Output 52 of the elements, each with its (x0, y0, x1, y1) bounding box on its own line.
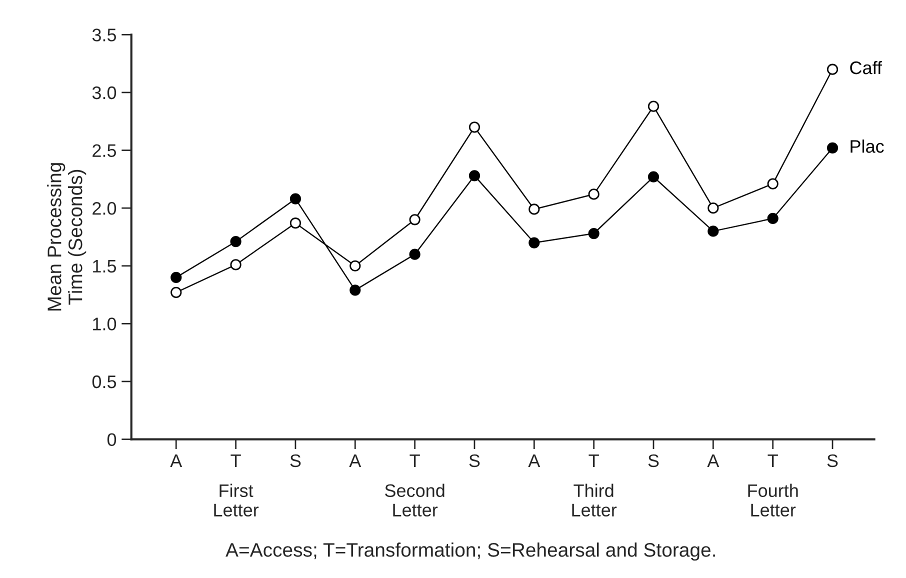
point (648, 100, 660, 112)
point (409, 248, 420, 260)
x-tick-label: S (290, 454, 301, 468)
point (826, 142, 838, 154)
y-tick-label: 3.5 (92, 28, 116, 42)
point (468, 122, 480, 133)
point (826, 64, 838, 75)
x-tick-label: S (648, 454, 659, 468)
point (528, 204, 540, 215)
series-label: Plac (850, 140, 884, 153)
point (170, 272, 182, 283)
text: A=Access; T=Transformation; S=Rehearsal and Storage. (226, 542, 715, 561)
x-tick-label: T (410, 454, 420, 467)
x-tick-label: S (827, 454, 838, 468)
x-tick-label: A (528, 454, 540, 467)
point (767, 178, 778, 190)
y-tick-label: 2.5 (92, 144, 116, 157)
point (230, 259, 242, 270)
point (528, 237, 540, 248)
point (708, 202, 719, 214)
point (290, 193, 302, 204)
series-label: Caff (850, 60, 882, 74)
text: Fourth Letter (748, 484, 798, 516)
point (409, 214, 420, 226)
y-tick-label: 2.0 (92, 202, 116, 215)
y-tick-label: 0 (107, 433, 116, 446)
x-tick-label: A (349, 454, 362, 467)
x-tick-label: T (588, 454, 599, 467)
point (350, 260, 361, 272)
x-tick-label: A (170, 454, 182, 467)
x-tick-label: S (469, 454, 480, 468)
point (350, 284, 361, 296)
y-tick-label: 0.5 (92, 375, 116, 388)
point (767, 212, 778, 224)
text: First Letter (214, 484, 259, 516)
point (708, 226, 719, 237)
y-tick-label: 1.5 (93, 260, 116, 273)
point (170, 286, 182, 298)
point (588, 188, 600, 200)
text: Third Letter (572, 484, 617, 516)
x-tick-label: A (707, 454, 720, 467)
point (648, 171, 660, 182)
point (290, 218, 302, 229)
x-tick-label: T (230, 454, 241, 467)
point (588, 228, 600, 240)
y-axis-title: Mean Processing Time (Seconds) (47, 163, 86, 310)
point (230, 236, 242, 248)
point (468, 170, 480, 182)
y-tick-label: 1.0 (93, 318, 116, 330)
y-tick-label: 3.0 (92, 86, 116, 100)
x-tick-label: T (768, 454, 778, 467)
text: Second Letter (385, 484, 444, 516)
